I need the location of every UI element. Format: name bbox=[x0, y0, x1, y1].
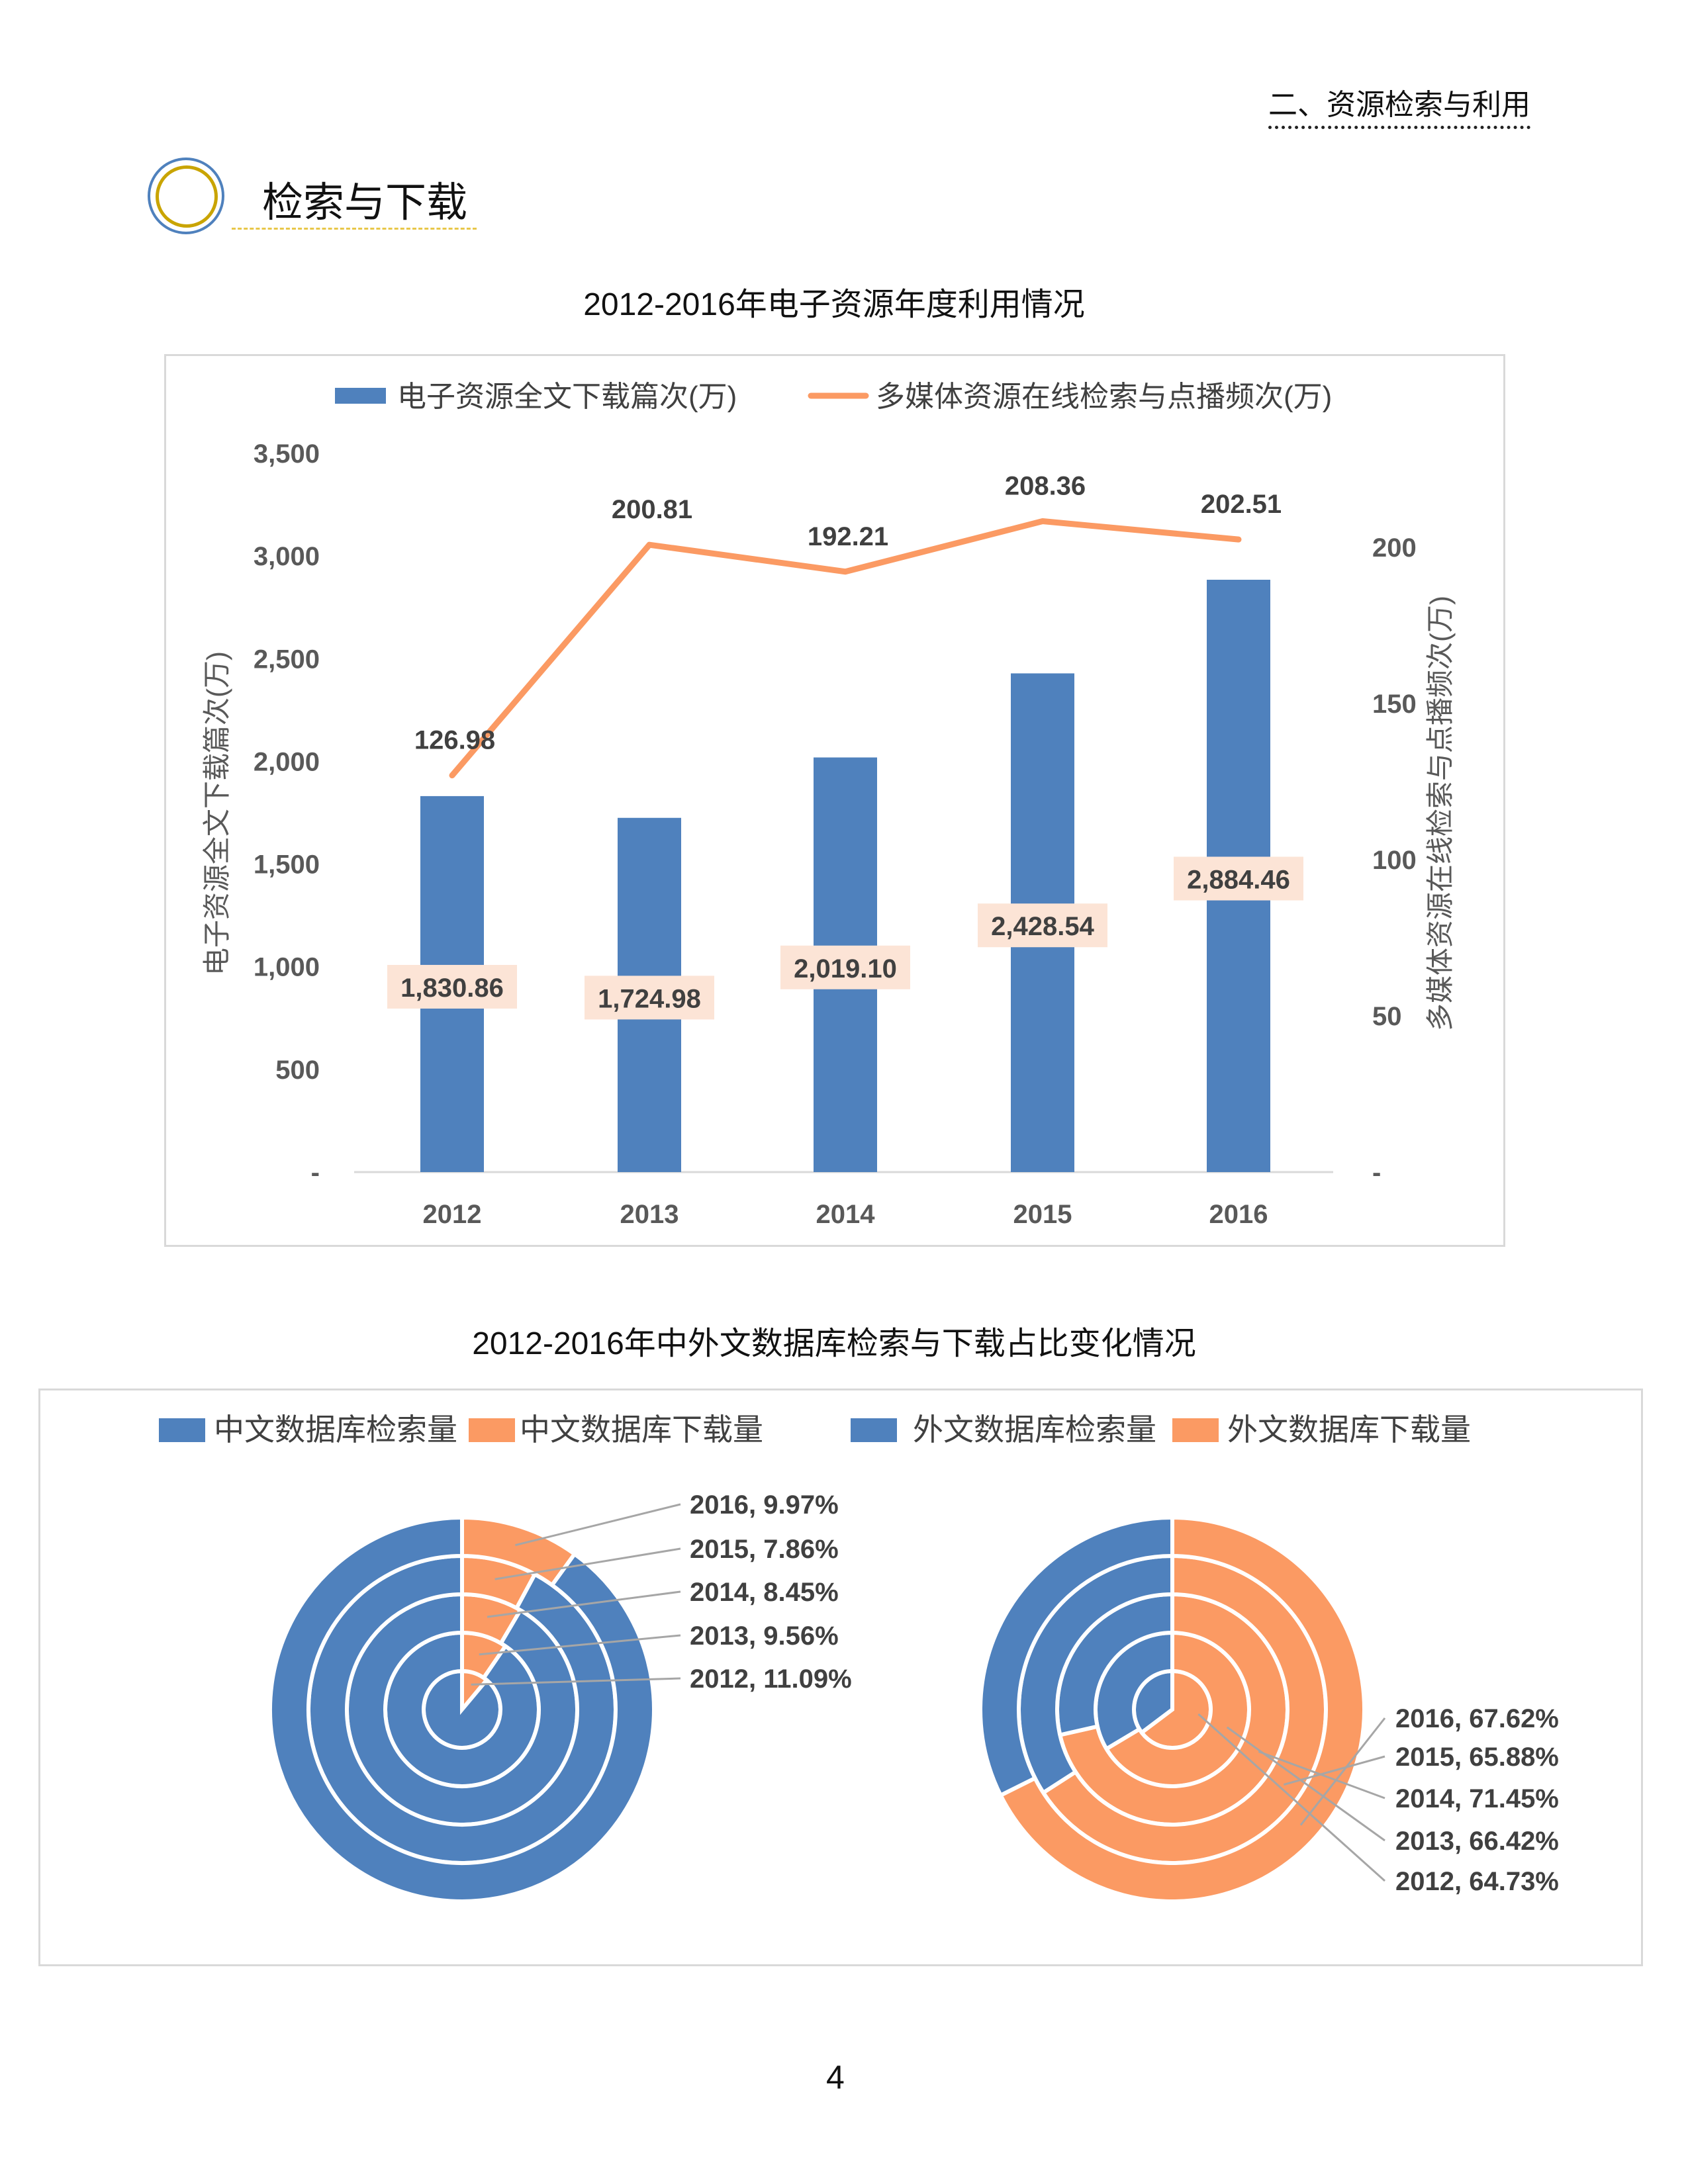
section-header: 二、资源检索与利用 bbox=[1268, 81, 1530, 129]
pie-data-label: 2016, 67.62% bbox=[1395, 1704, 1559, 1733]
title-circle-inner bbox=[156, 165, 218, 228]
legend-label: 外文数据库下载量 bbox=[1227, 1412, 1471, 1447]
pie-data-label: 2014, 71.45% bbox=[1395, 1784, 1559, 1813]
pie-data-label: 2016, 9.97% bbox=[690, 1490, 839, 1520]
legend-swatch bbox=[159, 1418, 205, 1442]
legend-bar-swatch bbox=[335, 388, 386, 404]
bar-label-bg bbox=[780, 945, 910, 989]
y-tick-label: 2,000 bbox=[254, 747, 320, 776]
leader-line bbox=[1197, 1713, 1386, 1882]
pie-data-label: 2012, 64.73% bbox=[1395, 1867, 1559, 1896]
page-title: 检索与下载 bbox=[262, 180, 468, 226]
y-tick-label: - bbox=[311, 1158, 320, 1187]
y-axis-title: 电子资源全文下载篇次(万) bbox=[201, 651, 232, 976]
pie-data-label: 2015, 7.86% bbox=[690, 1535, 839, 1564]
x-tick-label: 2014 bbox=[816, 1200, 876, 1229]
leader-line bbox=[515, 1503, 681, 1547]
legend-label: 中文数据库检索量 bbox=[214, 1412, 457, 1447]
x-tick-label: 2016 bbox=[1209, 1200, 1268, 1229]
title-underline bbox=[232, 228, 477, 230]
legend-label: 中文数据库下载量 bbox=[520, 1412, 763, 1447]
pie-data-label: 2013, 66.42% bbox=[1395, 1827, 1559, 1856]
page-number: 4 bbox=[826, 2059, 845, 2096]
leader-line bbox=[494, 1547, 681, 1580]
legend-swatch bbox=[469, 1418, 515, 1442]
leader-line bbox=[1283, 1755, 1385, 1786]
line-data-label: 208.36 bbox=[1005, 472, 1086, 501]
line-data-label: 192.21 bbox=[808, 522, 888, 551]
line-series bbox=[449, 518, 1242, 779]
leader-line bbox=[479, 1634, 681, 1656]
chart2-title: 2012-2016年中外文数据库检索与下载占比变化情况 bbox=[472, 1326, 1196, 1361]
bar-data-label: 2,884.46 bbox=[1187, 865, 1290, 894]
donut-ring-search-segment bbox=[268, 1515, 656, 1903]
leader-line bbox=[1226, 1726, 1385, 1842]
bar-label-bg bbox=[1174, 856, 1303, 901]
pie-data-label: 2014, 8.45% bbox=[690, 1578, 839, 1607]
y2-tick-label: 150 bbox=[1372, 690, 1417, 719]
y-tick-label: 500 bbox=[275, 1056, 320, 1085]
x-tick-label: 2013 bbox=[620, 1200, 679, 1229]
leader-line bbox=[1299, 1717, 1386, 1826]
bar-data-label: 1,830.86 bbox=[400, 974, 504, 1003]
donut-ring-search-segment bbox=[978, 1515, 1174, 1798]
line-data-label: 202.51 bbox=[1201, 490, 1282, 519]
y-tick-label: 2,500 bbox=[254, 645, 320, 674]
title-circle-icon bbox=[148, 158, 224, 234]
donut-ring-download-segment bbox=[998, 1515, 1366, 1903]
bar-data-label: 1,724.98 bbox=[598, 984, 701, 1013]
pie-data-label: 2012, 11.09% bbox=[690, 1664, 852, 1694]
bar-data-label: 2,428.54 bbox=[991, 912, 1094, 941]
x-tick-label: 2012 bbox=[423, 1200, 482, 1229]
y2-tick-label: 50 bbox=[1372, 1002, 1402, 1031]
legend-label: 外文数据库检索量 bbox=[913, 1412, 1156, 1447]
line-data-label: 126.98 bbox=[414, 726, 495, 755]
bar-label-bg bbox=[585, 976, 714, 1020]
bar-label-bg bbox=[387, 964, 517, 1009]
y-tick-label: 3,500 bbox=[254, 439, 320, 469]
y-tick-label: 1,000 bbox=[254, 953, 320, 982]
y-tick-label: 3,000 bbox=[254, 542, 320, 571]
legend-line-label: 多媒体资源在线检索与点播频次(万) bbox=[876, 381, 1332, 413]
y-tick-label: 1,500 bbox=[254, 850, 320, 880]
chart2-frame bbox=[38, 1388, 1643, 1966]
pie-data-label: 2015, 65.88% bbox=[1395, 1743, 1559, 1772]
legend-swatch bbox=[851, 1418, 897, 1442]
chart1-title: 2012-2016年电子资源年度利用情况 bbox=[583, 287, 1085, 322]
leader-line bbox=[487, 1590, 681, 1618]
y2-tick-label: 200 bbox=[1372, 533, 1417, 563]
bar-data-label: 2,019.10 bbox=[794, 954, 897, 983]
y2-tick-label: 100 bbox=[1372, 846, 1417, 875]
x-tick-label: 2015 bbox=[1013, 1200, 1072, 1229]
y2-axis-title: 多媒体资源在线检索与点播频次(万) bbox=[1425, 596, 1456, 1031]
line-data-label: 200.81 bbox=[612, 495, 692, 524]
y2-tick-label: - bbox=[1372, 1158, 1381, 1187]
leader-line bbox=[471, 1677, 681, 1686]
legend-swatch bbox=[1172, 1418, 1219, 1442]
pie-data-label: 2013, 9.56% bbox=[690, 1621, 839, 1651]
chart1-frame bbox=[164, 354, 1505, 1247]
bar-label-bg bbox=[978, 903, 1107, 948]
legend-bar-label: 电子资源全文下载篇次(万) bbox=[397, 381, 737, 413]
